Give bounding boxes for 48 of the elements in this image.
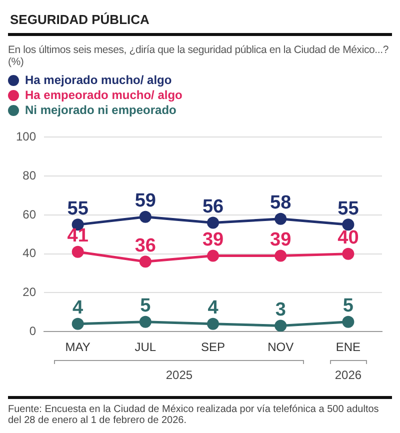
x-tick-label: NOV	[268, 340, 294, 354]
data-label: 55	[338, 198, 360, 220]
data-label: 39	[270, 230, 292, 251]
data-label: 55	[67, 198, 89, 220]
legend-label: Ha mejorado mucho/ algo	[24, 73, 173, 88]
point	[207, 250, 220, 262]
data-label: 39	[202, 230, 224, 251]
point	[274, 212, 287, 225]
point	[72, 246, 84, 258]
chart-title: SEGURIDAD PÚBLICA	[8, 8, 392, 36]
y-tick-label: 80	[22, 168, 36, 182]
legend-label: Ha empeorado mucho/ algo	[24, 88, 184, 103]
x-tick-label: ENE	[336, 340, 361, 354]
data-label: 41	[67, 226, 89, 247]
data-label: 40	[338, 228, 359, 249]
legend-label: Ni mejorado ni empeorado	[24, 103, 178, 118]
point	[342, 316, 354, 328]
point	[139, 316, 152, 328]
data-label: 56	[202, 196, 224, 218]
point	[342, 218, 354, 231]
y-tick-label: 20	[22, 285, 36, 300]
point	[342, 248, 354, 260]
y-tick-label: 40	[22, 246, 36, 260]
point	[207, 318, 220, 330]
point	[72, 318, 84, 330]
text: 2026	[334, 368, 362, 382]
x-tick-label: JUL	[134, 340, 156, 354]
y-tick-label: 0	[29, 324, 36, 338]
point	[139, 256, 152, 268]
point	[274, 250, 287, 262]
data-label: 5	[140, 296, 152, 317]
point	[207, 216, 220, 229]
chart-subtitle: En los últimos seis meses, ¿diría que la seguridad pública en la Ciudad de México...? (%)	[8, 44, 390, 68]
data-label: 36	[134, 235, 156, 256]
y-tick-label: 100	[16, 130, 36, 144]
data-label: 4	[72, 298, 84, 319]
data-label: 5	[342, 296, 354, 317]
point	[274, 320, 287, 332]
data-label: 3	[275, 300, 286, 320]
data-label: 58	[270, 192, 292, 214]
x-tick-label: SEP	[201, 340, 226, 354]
point	[139, 210, 152, 223]
data-label: 59	[134, 190, 156, 212]
y-tick-label: 60	[22, 207, 36, 222]
source-note: Fuente: Encuesta en la Ciudad de México realizada por vía telefónica a 500 adultos del 28 de enero al 1 de febrero de 2026.	[8, 404, 380, 426]
text: 2025	[166, 368, 193, 382]
x-tick-label: MAY	[65, 340, 90, 354]
data-label: 4	[208, 298, 219, 319]
